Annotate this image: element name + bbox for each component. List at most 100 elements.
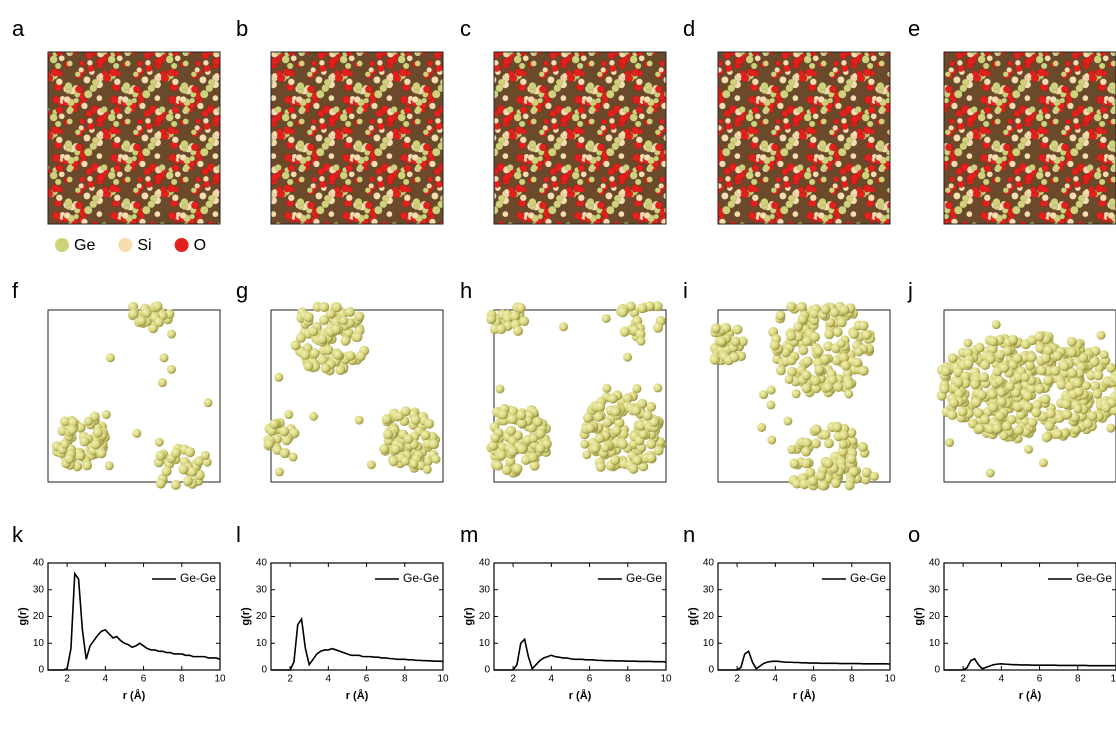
ge-atom bbox=[818, 480, 829, 491]
ge-atom bbox=[263, 439, 274, 450]
ge-atom bbox=[279, 426, 290, 437]
ge-atom bbox=[381, 414, 392, 425]
ge-atom bbox=[558, 322, 568, 332]
structure-snapshot bbox=[943, 51, 1116, 225]
ge-atom bbox=[784, 374, 794, 384]
ge-atom bbox=[83, 416, 93, 426]
ge-atom bbox=[535, 428, 546, 439]
ge-atom bbox=[1040, 353, 1051, 364]
ge-atom bbox=[644, 301, 655, 312]
ge-atom bbox=[824, 329, 835, 340]
ge-atom bbox=[303, 361, 314, 372]
ge-atom bbox=[759, 390, 769, 400]
ge-atom bbox=[844, 480, 855, 491]
ge-atom bbox=[1015, 409, 1026, 420]
ge-atom bbox=[1086, 370, 1097, 381]
ge-atom bbox=[646, 453, 657, 464]
data-line bbox=[48, 571, 221, 671]
ge-atom bbox=[632, 455, 643, 466]
ge-atom bbox=[809, 308, 820, 319]
ge-atom bbox=[1070, 424, 1081, 435]
ge-atom bbox=[1073, 386, 1084, 397]
ge-atom bbox=[424, 418, 435, 429]
ge-atom bbox=[1059, 361, 1070, 372]
ge-atom bbox=[617, 307, 628, 318]
ge-atom bbox=[317, 355, 328, 366]
ge-atom bbox=[857, 441, 868, 452]
ge-atom bbox=[1067, 367, 1078, 378]
ge-atom bbox=[619, 326, 630, 337]
ge-atom bbox=[96, 448, 107, 459]
ge-atom bbox=[957, 406, 968, 417]
ge-atom bbox=[105, 353, 115, 363]
y-axis-label: g(r) bbox=[913, 607, 925, 626]
ge-atom bbox=[810, 375, 821, 386]
y-tick-label: 30 bbox=[929, 584, 941, 595]
y-tick-label: 0 bbox=[38, 665, 44, 676]
ge-atom bbox=[1072, 377, 1083, 388]
ge-atom bbox=[331, 324, 342, 335]
ge-atom bbox=[611, 425, 622, 436]
ge-atom bbox=[791, 389, 801, 399]
x-tick-label: 6 bbox=[811, 674, 817, 685]
ge-atom bbox=[352, 332, 363, 343]
ge-atom bbox=[309, 348, 320, 359]
ge-atom bbox=[1004, 381, 1015, 392]
ge-atom bbox=[793, 331, 804, 342]
ge-atom bbox=[610, 406, 621, 417]
ge-atom bbox=[319, 315, 330, 326]
ge-atom bbox=[1024, 444, 1034, 454]
data-line bbox=[944, 657, 1116, 671]
ge-atom bbox=[420, 430, 431, 441]
ge-atom bbox=[1026, 383, 1037, 394]
ge-atom bbox=[1082, 418, 1093, 429]
panel-letter: c bbox=[460, 16, 471, 41]
ge-atom bbox=[610, 454, 621, 465]
ge-atom bbox=[166, 329, 176, 339]
ge-atom bbox=[495, 384, 505, 394]
ge-atom bbox=[193, 456, 204, 467]
ge-atom bbox=[1034, 331, 1045, 342]
x-axis-label: r (Å) bbox=[123, 689, 146, 702]
ge-atom bbox=[512, 325, 523, 336]
ge-atom bbox=[653, 383, 663, 393]
legend-label: Ge bbox=[74, 237, 95, 254]
ge-atom bbox=[947, 353, 958, 364]
ge-atom bbox=[170, 479, 181, 490]
simulation-box bbox=[270, 309, 444, 483]
panel-letter: f bbox=[12, 278, 19, 303]
ge-atom bbox=[383, 429, 394, 440]
ge-atom bbox=[1002, 345, 1013, 356]
ge-atom bbox=[1061, 399, 1072, 410]
ge-atom bbox=[60, 439, 70, 449]
y-tick-label: 0 bbox=[708, 665, 714, 676]
ge-atom bbox=[979, 414, 990, 425]
ge-atom bbox=[290, 340, 301, 351]
ge-atom bbox=[801, 370, 812, 381]
ge-atom bbox=[775, 310, 786, 321]
ge-atom bbox=[1013, 372, 1024, 383]
ge-atom bbox=[940, 366, 951, 377]
ge-atom bbox=[999, 362, 1010, 373]
ge-atom bbox=[801, 446, 812, 457]
ge-atom bbox=[75, 450, 86, 461]
ge-atom bbox=[710, 323, 721, 334]
ge-atom bbox=[769, 340, 780, 351]
panel-letter: d bbox=[683, 16, 695, 41]
ge-atom bbox=[410, 414, 421, 425]
ge-atom bbox=[1089, 356, 1100, 367]
ge-atom bbox=[60, 416, 71, 427]
ge-atom bbox=[580, 439, 590, 449]
legend-label: Ge-Ge bbox=[403, 571, 439, 585]
ge-atom bbox=[1106, 423, 1116, 433]
ge-atom bbox=[1011, 387, 1022, 398]
ge-atom bbox=[335, 365, 346, 376]
ge-atom bbox=[729, 352, 740, 363]
ge-atom bbox=[854, 347, 864, 357]
ge-atom bbox=[1066, 336, 1077, 347]
ge-atom bbox=[963, 358, 974, 369]
ge-atom bbox=[281, 435, 292, 446]
ge-atom bbox=[807, 476, 818, 487]
ge-atom bbox=[775, 365, 786, 376]
y-tick-label: 0 bbox=[484, 665, 490, 676]
